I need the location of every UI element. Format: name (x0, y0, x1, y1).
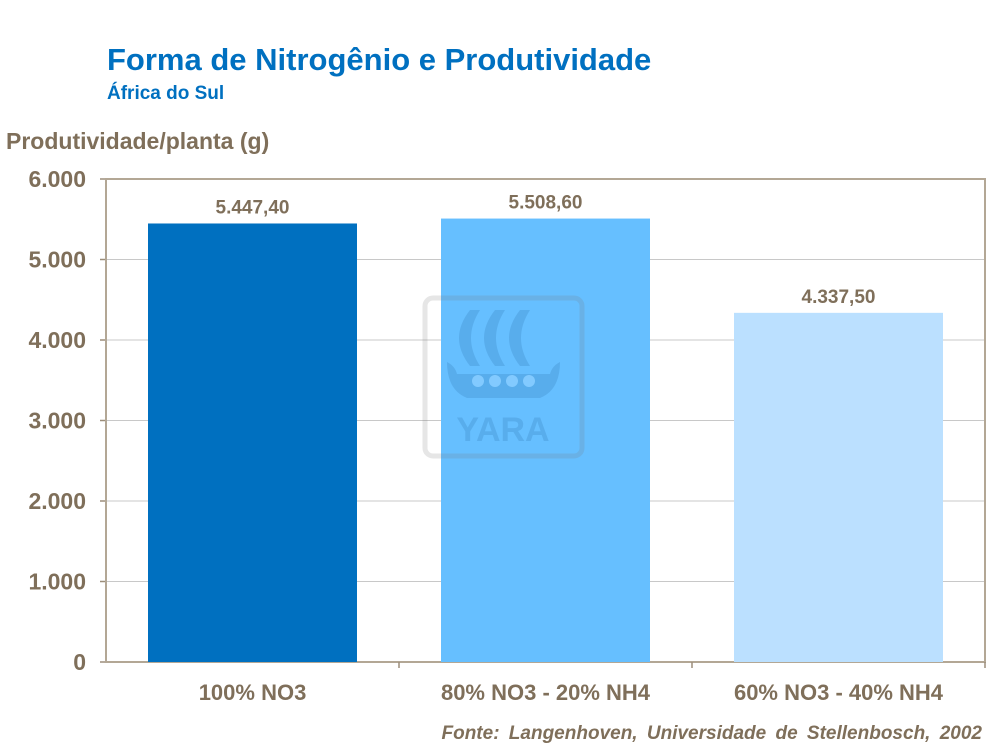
y-tick-label: 4.000 (28, 327, 86, 353)
logo-frame (422, 295, 585, 459)
data-label: 4.337,50 (802, 287, 876, 308)
chart-subtitle: África do Sul (107, 83, 225, 104)
x-tick-label: 100% NO3 (199, 680, 307, 705)
logo-sail (459, 310, 480, 366)
bar (148, 223, 357, 662)
x-tick-label: 80% NO3 - 20% NH4 (441, 680, 651, 705)
y-tick-label: 3.000 (28, 408, 86, 434)
logo-wordmark: YARA (456, 411, 549, 449)
logo-shield (472, 375, 484, 387)
bar (734, 312, 943, 662)
data-label: 5.508,60 (509, 193, 583, 214)
y-tick-label: 5.000 (28, 247, 86, 273)
data-label: 5.447,40 (216, 197, 290, 218)
x-tick-label: 60% NO3 - 40% NH4 (734, 680, 944, 705)
logo-sail (484, 310, 505, 366)
y-tick-label: 1.000 (28, 569, 86, 595)
logo-sail (509, 310, 530, 366)
y-tick-label: 0 (73, 649, 86, 675)
y-tick-label: 2.000 (28, 488, 86, 514)
yara-logo-watermark: YARA (422, 295, 585, 459)
y-tick-label: 6.000 (28, 166, 86, 192)
logo-shield (523, 375, 535, 387)
logo-shield (506, 375, 518, 387)
y-axis-label: Produtividade/planta (g) (6, 128, 270, 154)
source-note: Fonte: Langenhoven, Universidade de Stel… (441, 723, 982, 744)
logo-shield (489, 375, 501, 387)
logo-ship (447, 362, 560, 398)
bar (441, 218, 650, 663)
chart-title: Forma de Nitrogênio e Produtividade (107, 42, 652, 77)
